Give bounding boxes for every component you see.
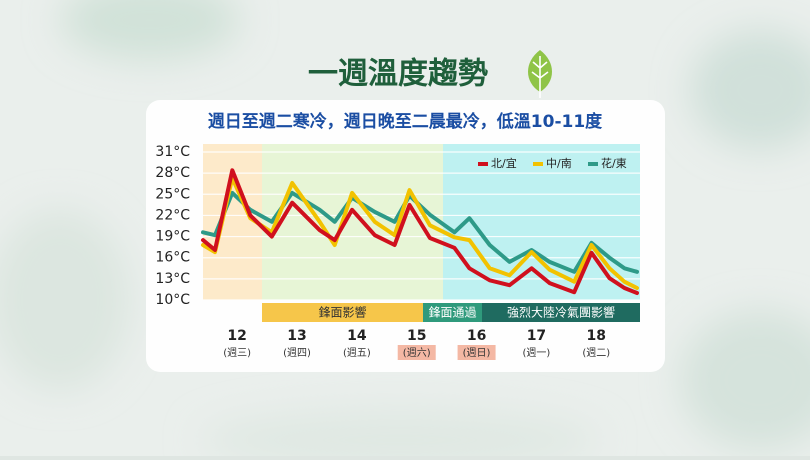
y-tick-label: 13°C [155,271,190,287]
annotation: 鋒面通過 [428,305,476,320]
annotation-bar [482,303,640,322]
legend-label: 中/南 [546,157,572,170]
x-tick-label: 18 [587,328,606,344]
subtitle: 週日至週二寒冷，週日晚至二晨最冷，低溫10-11度 [208,111,603,132]
weekday-label: (週五) [343,347,371,359]
title: 一週溫度趨勢 [308,57,488,92]
series-line [201,168,639,295]
x-tick-label: 16 [467,328,486,344]
series-line [201,176,639,290]
legend-label: 北/宜 [491,156,517,170]
x-tick-label: 15 [407,328,426,344]
annotation: 強烈大陸冷氣團影響 [507,305,615,320]
weekday-label: (週六) [403,347,431,359]
weekday-label: (週三) [223,347,251,359]
annotation-bar [423,303,482,322]
y-tick-label: 22°C [155,207,190,223]
weekday-highlight [457,345,496,360]
y-tick-label: 16°C [155,250,190,266]
annotation: 鋒面影響 [318,305,366,320]
y-tick-label: 31°C [155,144,190,160]
y-tick-label: 28°C [155,165,190,181]
y-tick-label: 19°C [155,229,190,245]
x-tick-label: 13 [287,328,306,344]
weekday-label: (週一) [523,347,551,359]
annotation-bar [262,303,423,322]
weekday-label: (週四) [283,347,311,359]
weekday-label: (週二) [582,347,610,359]
x-tick-label: 12 [227,328,246,344]
region [262,144,443,300]
leaf-icon [528,50,552,98]
y-tick-label: 10°C [155,292,190,308]
weekday-label: (週日) [463,347,491,359]
weekday-highlight [397,345,436,360]
y-tick-label: 25°C [155,186,190,202]
x-tick-label: 14 [347,328,367,344]
x-tick-label: 17 [527,328,546,344]
legend-label: 花/東 [601,157,627,170]
